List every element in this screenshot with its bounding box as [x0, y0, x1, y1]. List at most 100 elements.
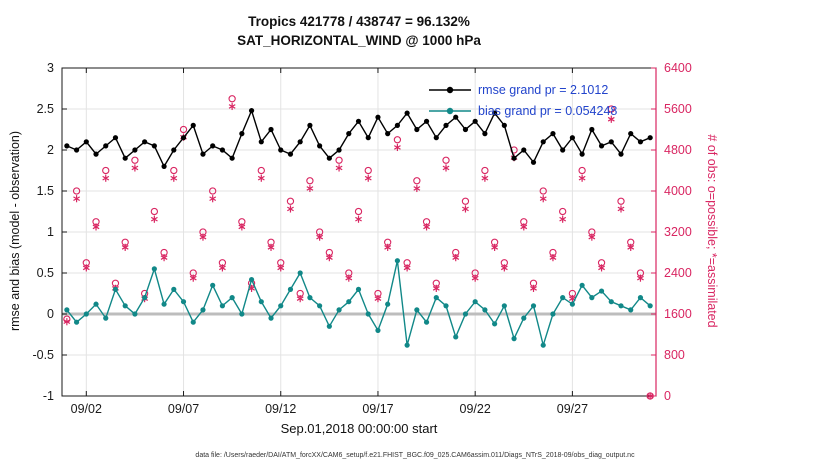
legend: rmse grand pr = 2.1012 bias grand pr = 0… [428, 79, 617, 121]
chart-title-line2: SAT_HORIZONTAL_WIND @ 1000 hPa [237, 33, 481, 48]
bias-marker [647, 303, 653, 309]
bias-marker [394, 258, 401, 264]
possible-marker [209, 187, 217, 195]
rmse-marker [268, 126, 274, 133]
possible-marker [72, 187, 81, 195]
bias-marker [375, 327, 381, 333]
rmse-marker [589, 126, 595, 133]
rmse-marker [404, 110, 410, 116]
rmse-marker [647, 135, 653, 141]
bias-marker [618, 303, 624, 309]
bias-marker [336, 307, 342, 313]
possible-marker [102, 166, 110, 175]
rmse-marker [151, 143, 157, 149]
bias-marker [161, 301, 167, 307]
legend-entry-rmse: rmse grand pr = 2.1012 [428, 79, 617, 100]
bias-marker [190, 319, 196, 325]
possible-marker [481, 166, 489, 175]
possible-marker [257, 166, 265, 175]
x-tick-label: 09/27 [557, 402, 588, 416]
rmse-marker [579, 151, 585, 157]
bias-marker [472, 299, 478, 305]
rmse-marker [297, 139, 303, 145]
rmse-marker [239, 131, 245, 137]
rmse-marker [385, 131, 391, 137]
bias-marker [180, 299, 187, 305]
rmse-marker [492, 110, 498, 116]
bias-marker [132, 311, 138, 317]
bias-marker [608, 299, 614, 305]
rmse-marker [355, 118, 362, 124]
bias-marker [355, 286, 362, 292]
x-tick-label: 09/02 [71, 402, 102, 416]
bias-marker [278, 303, 284, 309]
y-tick-label-left: 0 [47, 307, 54, 321]
y-tick-label-right: 3200 [664, 225, 692, 239]
bias-marker [171, 286, 177, 292]
bias-marker [482, 307, 488, 313]
rmse-legend-marker-icon [429, 86, 471, 93]
x-tick-label: 09/12 [265, 402, 296, 416]
data-file-footnote: data file: /Users/raeder/DAI/ATM_forcXX/… [195, 452, 635, 459]
rmse-marker [414, 126, 420, 133]
rmse-marker [307, 122, 313, 128]
legend-label-rmse: rmse grand pr = 2.1012 [478, 82, 609, 97]
bias-marker [64, 307, 70, 313]
rmse-marker [365, 135, 371, 141]
tick-labels: -1 -0.5 0 0.5 1 1.5 2 2.5 3 0 800 1600 2400 3200 4000 4… [32, 61, 691, 416]
chart-title-line1: Tropics 421778 / 438747 = 96.132% [248, 14, 470, 29]
bias-marker [287, 286, 294, 292]
rmse-marker [569, 135, 575, 141]
bias-marker [628, 307, 634, 313]
possible-marker [539, 187, 547, 195]
y-tick-label-right: 2400 [664, 266, 692, 280]
y-tick-label-right: 1600 [664, 307, 692, 321]
bias-marker [433, 295, 439, 301]
x-tick-label: 09/17 [362, 402, 393, 416]
assimilated-series [63, 102, 654, 400]
bias-marker [307, 295, 313, 301]
possible-marker [354, 207, 363, 216]
rmse-marker [560, 147, 566, 153]
possible-marker [559, 207, 567, 216]
rmse-marker [530, 159, 537, 165]
rmse-marker [287, 151, 294, 157]
bias-marker [151, 266, 157, 272]
tick-marks [62, 67, 656, 397]
y-tick-label-right: 5600 [664, 102, 692, 116]
rmse-marker [423, 118, 430, 124]
bias-marker [83, 311, 89, 317]
bias-marker [326, 323, 332, 329]
y-tick-label-left: -0.5 [32, 348, 54, 362]
rmse-marker [618, 151, 624, 157]
rmse-marker [278, 147, 284, 153]
possible-marker [413, 177, 421, 185]
y-tick-label-left: -1 [43, 389, 54, 403]
rmse-marker [200, 151, 206, 157]
y-tick-label-left: 1.5 [37, 184, 54, 198]
bias-marker [142, 295, 148, 301]
bias-marker [462, 311, 469, 317]
bias-marker [589, 295, 595, 301]
legend-entry-bias: bias grand pr = 0.054248 [428, 100, 617, 121]
x-axis-label: Sep.01,2018 00:00:00 start [280, 421, 438, 436]
bias-marker [423, 319, 430, 325]
bias-marker [103, 315, 109, 321]
rmse-marker [326, 155, 332, 161]
rmse-marker [229, 155, 235, 161]
bias-marker [521, 315, 527, 321]
rmse-marker [540, 139, 546, 145]
rmse-marker [462, 126, 469, 133]
y-tick-label-left: 3 [47, 61, 54, 75]
possible-marker [286, 197, 295, 205]
bias-marker [501, 303, 507, 309]
rmse-marker [550, 131, 556, 137]
y-tick-label-right: 6400 [664, 61, 692, 75]
rmse-marker [180, 135, 187, 141]
y-tick-label-left: 0.5 [37, 266, 54, 280]
y-tick-label-left: 2 [47, 143, 54, 157]
bias-marker [385, 301, 391, 307]
bias-marker [112, 286, 119, 292]
rmse-marker [219, 147, 226, 153]
